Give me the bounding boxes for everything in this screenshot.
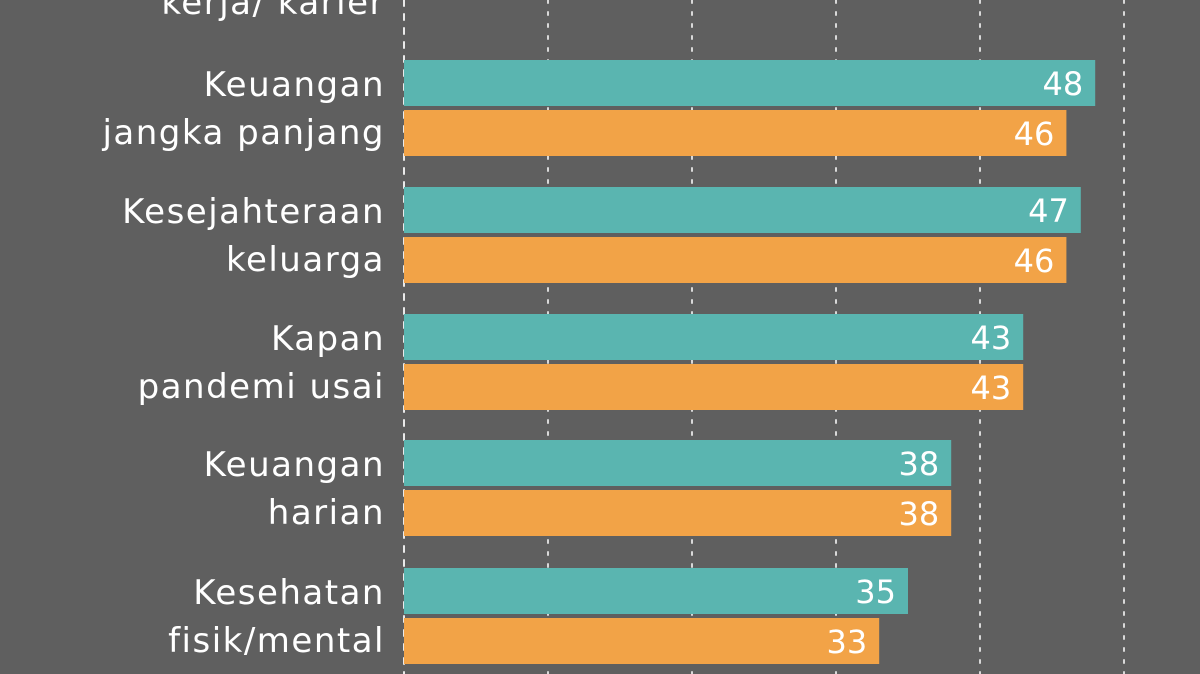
category-label-2-line-0: Kesejahteraan (122, 192, 385, 232)
category-label-4-line-1: harian (268, 493, 385, 533)
bar-4-series-1 (404, 490, 952, 536)
data-label-5-series-0: 35 (855, 573, 896, 611)
bar-5-series-1 (404, 618, 880, 664)
data-label-4-series-1: 38 (898, 495, 939, 533)
data-label-3-series-0: 43 (970, 319, 1011, 357)
data-label-3-series-1: 43 (970, 369, 1011, 407)
category-label-1-line-0: Keuangan (204, 65, 385, 105)
category-label-2-line-1: keluarga (226, 240, 385, 280)
bars (404, 60, 1096, 664)
bar-2-series-0 (404, 187, 1081, 233)
bar-3-series-1 (404, 364, 1024, 410)
category-labels: kerja/ karier Keuangan jangka panjang Kesej… (101, 0, 385, 661)
bar-4-series-0 (404, 440, 952, 486)
data-label-2-series-1: 46 (1014, 242, 1055, 280)
data-label-1-series-1: 46 (1014, 115, 1055, 153)
bar-1-series-1 (404, 110, 1067, 156)
category-label-1-line-1: jangka panjang (101, 113, 385, 153)
category-label-4-line-0: Keuangan (204, 445, 385, 485)
bar-2-series-1 (404, 237, 1067, 283)
category-label-3-line-1: pandemi usai (138, 367, 385, 407)
category-label-0-line-0: kerja/ karier (161, 0, 385, 23)
category-label-5-line-0: Kesehatan (193, 573, 385, 613)
bar-5-series-0 (404, 568, 908, 614)
category-label-3-line-0: Kapan (271, 319, 385, 359)
category-label-5-line-1: fisik/mental (168, 621, 385, 661)
data-label-2-series-0: 47 (1028, 192, 1069, 230)
data-label-5-series-1: 33 (826, 623, 867, 661)
bar-3-series-0 (404, 314, 1024, 360)
data-label-4-series-0: 38 (898, 445, 939, 483)
bar-1-series-0 (404, 60, 1096, 106)
data-labels: 4148464746434338383533 (826, 65, 1083, 661)
data-label-1-series-0: 48 (1042, 65, 1083, 103)
